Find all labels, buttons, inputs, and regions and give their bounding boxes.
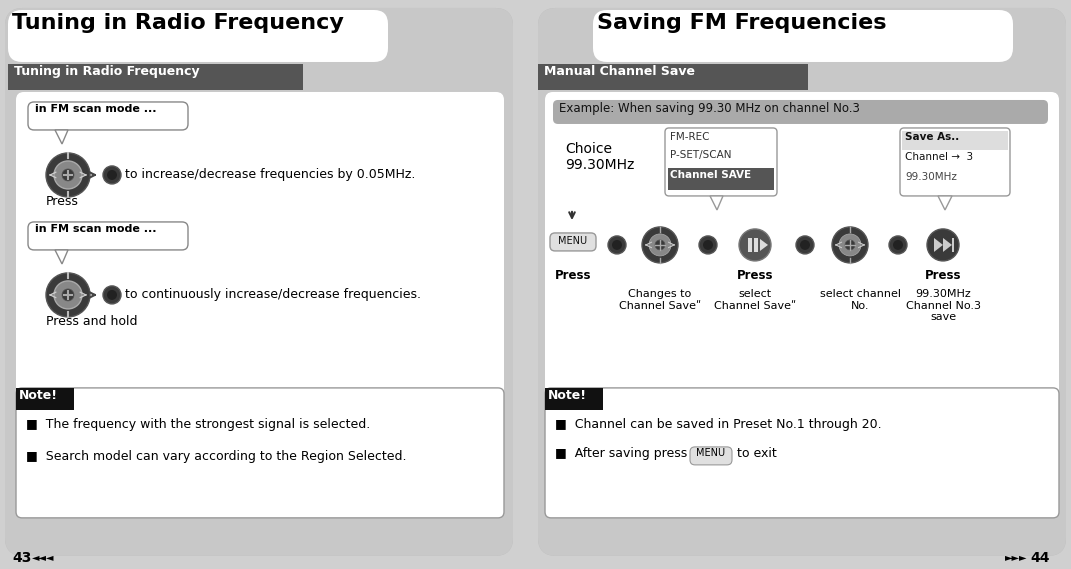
Text: 99.30MHz
Channel No.3
save: 99.30MHz Channel No.3 save xyxy=(905,289,980,322)
Text: Note!: Note! xyxy=(19,389,58,402)
Text: in FM scan mode ...: in FM scan mode ... xyxy=(35,104,156,114)
FancyBboxPatch shape xyxy=(538,8,1066,556)
Circle shape xyxy=(107,290,117,300)
FancyBboxPatch shape xyxy=(550,233,595,251)
Polygon shape xyxy=(55,250,67,264)
Circle shape xyxy=(62,169,74,181)
Text: Save As..: Save As.. xyxy=(905,132,960,142)
Circle shape xyxy=(800,240,810,250)
Text: MENU: MENU xyxy=(696,448,725,458)
FancyBboxPatch shape xyxy=(690,447,731,465)
Circle shape xyxy=(103,286,121,304)
Polygon shape xyxy=(934,238,942,252)
Circle shape xyxy=(845,240,855,250)
Circle shape xyxy=(54,281,82,309)
Circle shape xyxy=(796,236,814,254)
Circle shape xyxy=(642,227,678,263)
Text: to increase/decrease frequencies by 0.05MHz.: to increase/decrease frequencies by 0.05… xyxy=(125,168,416,182)
Text: Press: Press xyxy=(924,269,962,282)
Circle shape xyxy=(54,161,82,189)
FancyBboxPatch shape xyxy=(545,388,1059,518)
Text: Changes to
Channel Saveʺ: Changes to Channel Saveʺ xyxy=(619,289,702,311)
Circle shape xyxy=(699,236,716,254)
FancyBboxPatch shape xyxy=(7,10,388,62)
Text: Choice: Choice xyxy=(565,142,612,156)
FancyBboxPatch shape xyxy=(553,100,1049,124)
Circle shape xyxy=(107,170,117,180)
Circle shape xyxy=(103,166,121,184)
Polygon shape xyxy=(710,196,723,210)
FancyBboxPatch shape xyxy=(28,222,188,250)
Circle shape xyxy=(839,234,861,256)
Circle shape xyxy=(655,240,665,250)
Text: ■  Search model can vary according to the Region Selected.: ■ Search model can vary according to the… xyxy=(26,450,407,463)
Text: FM-REC: FM-REC xyxy=(670,132,709,142)
Circle shape xyxy=(889,236,907,254)
Text: Example: When saving 99.30 MHz on channel No.3: Example: When saving 99.30 MHz on channe… xyxy=(559,102,860,115)
Text: to exit: to exit xyxy=(737,447,776,460)
FancyBboxPatch shape xyxy=(5,8,513,556)
Text: Channel SAVE: Channel SAVE xyxy=(670,170,751,180)
Circle shape xyxy=(46,153,90,197)
Circle shape xyxy=(649,234,672,256)
Text: ■  After saving press: ■ After saving press xyxy=(555,447,688,460)
Text: 99.30MHz: 99.30MHz xyxy=(905,172,956,182)
Bar xyxy=(754,238,758,252)
Circle shape xyxy=(612,240,622,250)
Bar xyxy=(902,131,1008,150)
Text: 99.30MHz: 99.30MHz xyxy=(565,158,634,172)
Text: Press: Press xyxy=(737,269,773,282)
Circle shape xyxy=(62,289,74,301)
Circle shape xyxy=(832,227,868,263)
Text: to continuously increase/decrease frequencies.: to continuously increase/decrease freque… xyxy=(125,288,421,302)
Text: Press: Press xyxy=(46,195,79,208)
Polygon shape xyxy=(760,239,768,251)
Text: ◄◄◄: ◄◄◄ xyxy=(32,552,55,562)
Text: Note!: Note! xyxy=(548,389,587,402)
Bar xyxy=(748,238,752,252)
Bar xyxy=(538,64,808,90)
Bar xyxy=(16,388,74,410)
FancyBboxPatch shape xyxy=(900,128,1010,196)
Text: Press: Press xyxy=(555,269,591,282)
Bar xyxy=(545,388,603,410)
Polygon shape xyxy=(938,196,952,210)
FancyBboxPatch shape xyxy=(5,8,513,556)
Text: Saving FM Frequencies: Saving FM Frequencies xyxy=(597,13,887,33)
Text: Tuning in Radio Frequency: Tuning in Radio Frequency xyxy=(12,13,344,33)
Bar xyxy=(668,168,774,190)
Text: 44: 44 xyxy=(1030,551,1050,565)
Circle shape xyxy=(927,229,959,261)
Circle shape xyxy=(46,273,90,317)
Text: Manual Channel Save: Manual Channel Save xyxy=(544,65,695,78)
FancyBboxPatch shape xyxy=(665,128,776,196)
Polygon shape xyxy=(55,130,67,144)
Text: 43: 43 xyxy=(12,551,31,565)
FancyBboxPatch shape xyxy=(16,92,504,442)
Text: select
Channel Saveʺ: select Channel Saveʺ xyxy=(714,289,796,311)
Text: ►►►: ►►► xyxy=(1005,552,1027,562)
Circle shape xyxy=(608,236,627,254)
Text: ■  The frequency with the strongest signal is selected.: ■ The frequency with the strongest signa… xyxy=(26,418,371,431)
FancyBboxPatch shape xyxy=(538,8,1066,556)
Text: MENU: MENU xyxy=(558,236,588,246)
Text: Press and hold: Press and hold xyxy=(46,315,137,328)
Text: Tuning in Radio Frequency: Tuning in Radio Frequency xyxy=(14,65,199,78)
Text: P-SET/SCAN: P-SET/SCAN xyxy=(670,150,731,160)
Text: select channel
No.: select channel No. xyxy=(819,289,901,311)
FancyBboxPatch shape xyxy=(16,388,504,518)
Circle shape xyxy=(739,229,771,261)
Text: ■  Channel can be saved in Preset No.1 through 20.: ■ Channel can be saved in Preset No.1 th… xyxy=(555,418,881,431)
FancyBboxPatch shape xyxy=(545,92,1059,442)
Circle shape xyxy=(893,240,903,250)
FancyBboxPatch shape xyxy=(593,10,1013,62)
Text: in FM scan mode ...: in FM scan mode ... xyxy=(35,224,156,234)
FancyBboxPatch shape xyxy=(28,102,188,130)
Bar xyxy=(7,64,303,90)
Circle shape xyxy=(703,240,713,250)
Text: Channel →  3: Channel → 3 xyxy=(905,152,974,162)
Polygon shape xyxy=(942,238,952,252)
Bar xyxy=(952,238,954,252)
